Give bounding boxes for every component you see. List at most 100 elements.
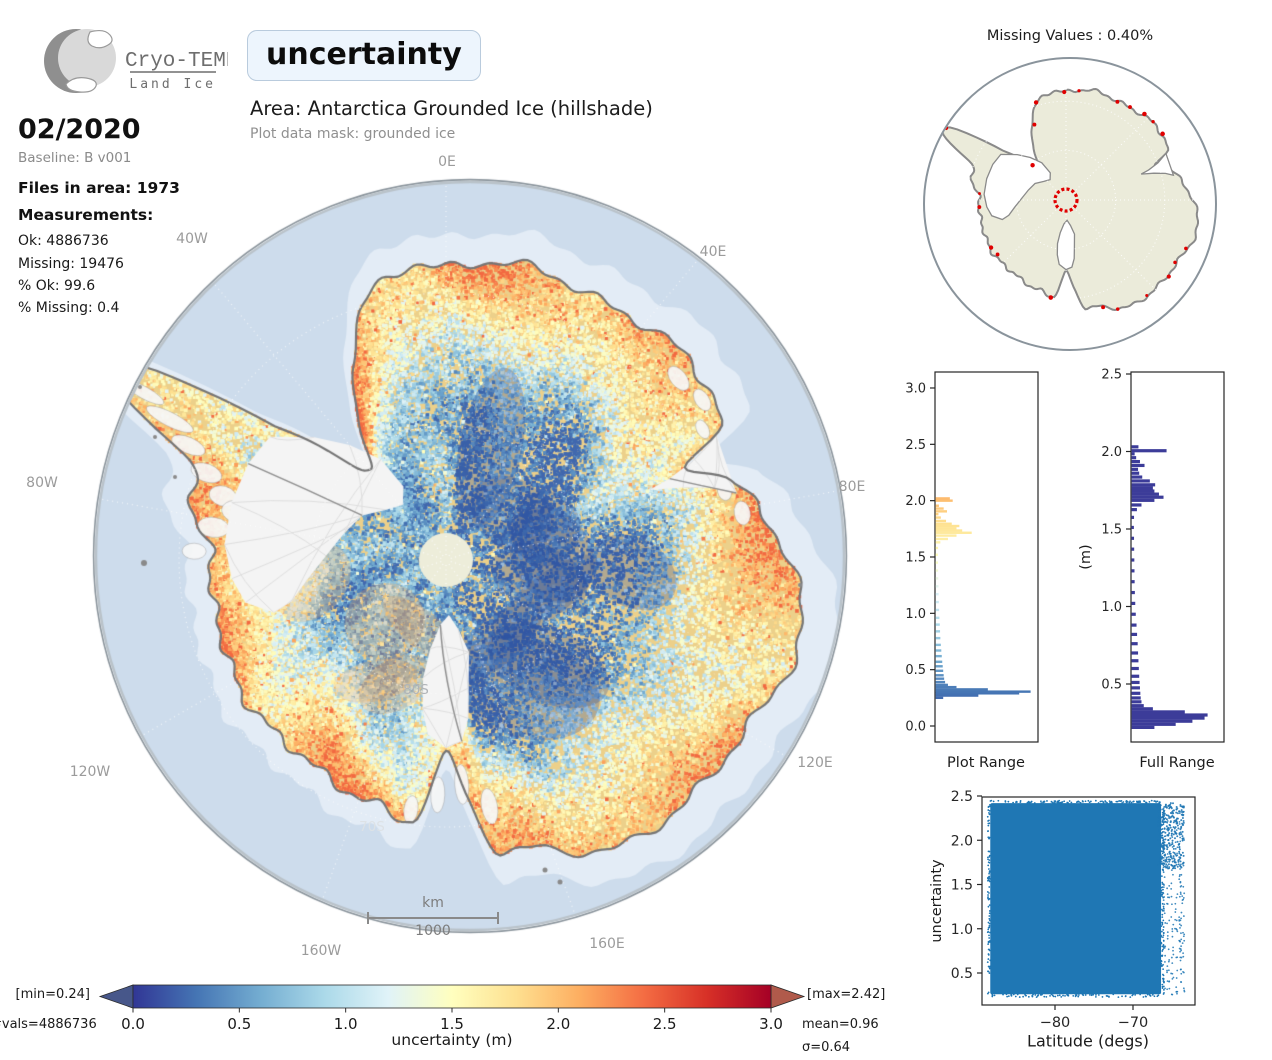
axis-tick-label: 0.5 — [905, 663, 926, 678]
scatter-point — [1180, 833, 1183, 836]
histogram-bar — [1131, 725, 1155, 729]
scatter-point — [1158, 820, 1161, 823]
scatter-point — [1164, 961, 1166, 963]
uncertainty-vs-latitude-scatter: 0.5 1.0 1.5 2.0 2.5 −80 −70 — [951, 789, 1196, 1031]
scatter-point — [1162, 864, 1165, 867]
antarctica-map-canvas — [70, 157, 870, 957]
histogram-bar — [935, 524, 960, 528]
scatter-point — [1173, 837, 1176, 840]
area-title: Area: Antarctica Grounded Ice (hillshade… — [250, 97, 653, 120]
scatter-point — [1176, 990, 1179, 993]
scatter-point — [1181, 902, 1184, 905]
scatter-point — [987, 991, 990, 994]
scatter-point — [988, 855, 991, 858]
scatter-point — [988, 886, 991, 888]
scatter-point — [1178, 850, 1181, 853]
histogram-bar — [935, 541, 941, 544]
histogram-bar — [935, 569, 939, 572]
scatter-point — [1066, 801, 1069, 804]
histogram-bar — [1131, 651, 1139, 655]
scatter-point — [1182, 955, 1185, 958]
scatter-point — [1057, 800, 1060, 803]
inset-missing-dot — [1030, 163, 1035, 168]
scatter-point — [988, 813, 991, 816]
scatter-point — [1172, 923, 1175, 926]
scatter-point — [1117, 996, 1120, 999]
axis-tick-label: 2.5 — [905, 438, 926, 453]
scatter-dense-blob — [990, 803, 1162, 995]
scatter-point — [1175, 977, 1178, 979]
scatter-point — [987, 953, 990, 955]
scatter-point — [1145, 995, 1147, 998]
scatter-point — [1174, 826, 1177, 829]
axis-tick-label: 1.5 — [951, 878, 973, 894]
scatter-point — [1182, 971, 1185, 974]
scatter-point — [1124, 995, 1127, 998]
scatter-point — [1172, 976, 1175, 979]
scatter-point — [1056, 994, 1059, 997]
histogram-bar — [1131, 483, 1156, 487]
scatter-point — [1178, 820, 1181, 823]
scatter-point — [1161, 955, 1163, 958]
scatter-point — [1167, 960, 1170, 963]
scatter-point — [987, 926, 990, 929]
inset-ice-shelf — [983, 153, 1051, 221]
scatter-point — [1162, 988, 1165, 991]
scatter-point — [1012, 993, 1015, 996]
scatter-point — [1178, 919, 1181, 921]
scatter-point — [1182, 898, 1185, 901]
scatter-point — [1167, 827, 1170, 830]
scatter-point — [1160, 942, 1163, 945]
axis-tick-label: 2.5 — [1101, 368, 1122, 383]
axis-tick-label: 2.0 — [1101, 445, 1122, 460]
graticule-label-120w: 120W — [69, 764, 111, 780]
scatter-point — [1182, 896, 1185, 899]
scatter-point — [1176, 893, 1179, 895]
histogram-bar — [1131, 475, 1143, 479]
colorbar-max-label: [max=2.42] — [807, 987, 886, 1002]
scatter-point — [1180, 811, 1183, 813]
scatter-point — [987, 868, 990, 870]
scatter-point — [1159, 808, 1162, 811]
scatter-point — [1175, 956, 1178, 959]
histogram-bar — [1131, 696, 1141, 700]
histogram-bar — [1131, 452, 1135, 456]
scatter-point — [1160, 850, 1163, 853]
scatter-point — [1181, 862, 1184, 865]
scatter-point — [1175, 806, 1178, 809]
colorbar-gradient — [132, 984, 772, 1009]
scatter-point — [988, 850, 991, 853]
scatter-point — [988, 967, 991, 970]
scatter-point — [1172, 857, 1175, 860]
scatter-point — [1183, 989, 1186, 992]
scatter-point — [1172, 815, 1175, 818]
scatter-point — [1168, 844, 1171, 847]
scatter-point — [1171, 836, 1174, 839]
scatter-point — [1165, 863, 1168, 866]
histogram-bar — [1131, 680, 1140, 685]
scatter-point — [1168, 842, 1171, 845]
full-range-title: Full Range — [1139, 755, 1215, 771]
scatter-point — [1179, 956, 1182, 959]
histogram-bar — [935, 608, 940, 612]
scatter-point — [1176, 846, 1179, 849]
scatter-point — [1050, 993, 1053, 996]
scatter-point — [1162, 847, 1165, 850]
scatter-point — [1161, 852, 1164, 855]
scatter-point — [1084, 994, 1087, 996]
scatter-point — [997, 799, 1000, 802]
scatter-point — [1162, 934, 1165, 937]
scatter-point — [987, 806, 990, 808]
scatter-point — [1162, 839, 1165, 842]
scatter-point — [1162, 859, 1165, 862]
scatter-point — [1022, 995, 1025, 998]
scatter-point — [1164, 853, 1167, 856]
scatter-point — [1162, 886, 1165, 889]
scatter-point — [1161, 895, 1163, 898]
scatter-point — [1121, 995, 1123, 998]
latitude-label-80s: 80S — [403, 682, 429, 698]
scatter-point — [1162, 868, 1164, 871]
scatter-point — [1168, 806, 1171, 809]
scatter-point — [1174, 911, 1177, 913]
scatter-point — [1168, 815, 1171, 818]
